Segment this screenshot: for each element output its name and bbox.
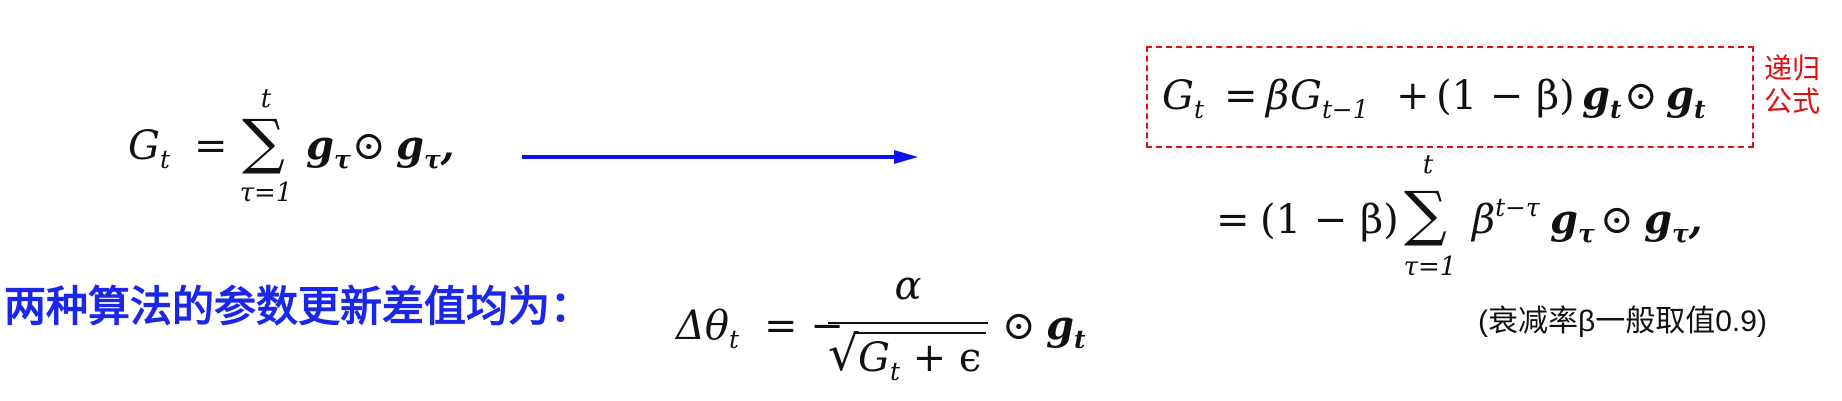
formula-parameter-update: Δθt = − α √ Gt + ϵ ⊙ gt [676,264,1096,384]
gradient-term: gτ [306,122,351,174]
delta-theta: Δθt [676,303,739,354]
gradient-term: gτ [1550,196,1595,248]
odot-operator: ⊙ [1624,73,1658,119]
formula-lhs: Gt [128,123,170,174]
gradient-term: gt [1046,302,1086,354]
recursive-formula-label: 递归公式 [1764,52,1821,119]
odot-operator: ⊙ [352,123,386,169]
gradient-term-2: gτ, [1644,196,1703,248]
fraction: α √ Gt + ϵ [828,263,988,386]
odot-operator: ⊙ [1002,303,1036,349]
fraction-bar [828,322,988,324]
sum-icon: ∑ [1404,179,1447,249]
recursive-lhs: Gt [1162,73,1204,124]
sum-upper-limit: t [1422,150,1434,180]
formula-recursive: Gt = β Gt−1 + (1 − β) gt ⊙ gt [1162,76,1742,126]
sqrt-icon: √ [828,326,859,382]
equals-sign: = [1216,197,1250,243]
one-minus-beta: (1 − β) [1436,73,1575,119]
formula-accumulated-gradient: Gt = t ∑ τ=1 gτ ⊙ gτ, [128,86,488,206]
transition-arrow [522,150,922,164]
arrow-head-icon [894,150,918,164]
gradient-term: gt [1582,72,1622,124]
odot-operator: ⊙ [1600,197,1634,243]
equals-sign: = [194,123,228,169]
equals-minus: = − [764,303,844,349]
equals-sign: = [1224,73,1258,119]
one-minus-beta: (1 − β) [1260,197,1399,243]
previous-accumulator: Gt−1 [1290,73,1369,124]
fraction-denominator: Gt + ϵ [858,335,982,386]
sqrt-bar [854,332,986,334]
plus-sign: + [1396,73,1430,119]
sum-upper-limit: t [260,84,272,114]
fraction-numerator: α [894,263,922,309]
beta-power: βt−τ [1472,192,1540,243]
sum-lower-limit: τ=1 [239,178,293,208]
gradient-term-2: gτ, [396,122,455,174]
sum-icon: ∑ [242,107,285,177]
update-title: 两种算法的参数更新差值均为： [4,282,593,331]
beta-symbol: β [1266,73,1290,119]
formula-expanded: = (1 − β) t ∑ τ=1 βt−τ gτ ⊙ gτ, [1216,148,1736,280]
sum-lower-limit: τ=1 [1403,252,1457,282]
gradient-term-2: gt [1666,72,1706,124]
recursive-formula-box [1146,46,1754,148]
decay-rate-note: (衰减率β一般取值0.9) [1478,305,1767,338]
